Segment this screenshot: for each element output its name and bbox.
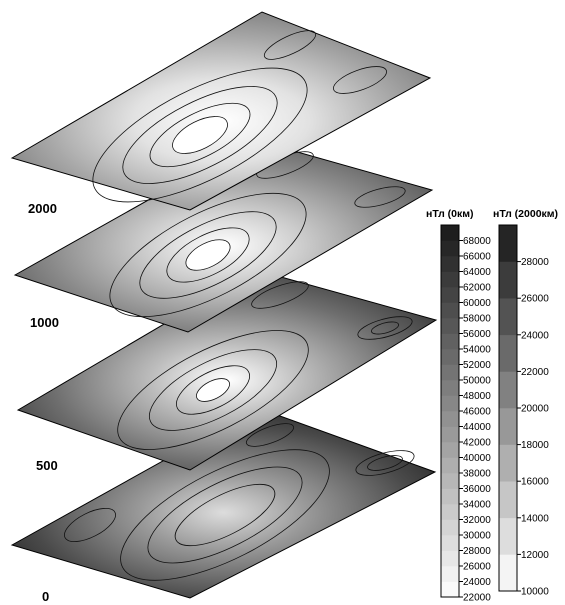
- legend-right-swatch: [499, 554, 517, 592]
- legend-right-swatch: [499, 261, 517, 299]
- legend-left-tick-label: 58000: [463, 314, 491, 325]
- legend-right-swatch: [499, 371, 517, 409]
- legend-left-swatch: [441, 240, 459, 257]
- legend-right-swatch: [499, 408, 517, 445]
- legend-left-tick-label: 38000: [463, 469, 491, 480]
- legend-left-title: нТл (0км): [426, 208, 474, 220]
- legend-right-tick-label: 20000: [521, 404, 549, 415]
- legend-right-tick-label: 12000: [521, 550, 549, 561]
- legend-left-tick-label: 54000: [463, 345, 491, 356]
- legend-left-tick-label: 46000: [463, 407, 491, 418]
- legend-right-tick-label: 16000: [521, 477, 549, 488]
- legend-left-tick-label: 68000: [463, 236, 491, 247]
- legend-left-swatch: [441, 349, 459, 365]
- legend-right-tick-label: 24000: [521, 330, 549, 341]
- legend-left-swatch: [441, 566, 459, 582]
- legend-right-colorbar: 28000 26000 24000 22000 20000 18000 16000 14000…: [498, 224, 549, 598]
- legend-right-tick-label: 28000: [521, 257, 549, 268]
- legend-left-swatch: [441, 442, 459, 458]
- legend-right-swatch: [499, 481, 517, 519]
- legend-left-swatch: [441, 550, 459, 567]
- legend-left-swatch: [441, 411, 459, 427]
- legend-left-tick-label: 26000: [463, 562, 491, 573]
- legend-left-swatch: [441, 364, 459, 381]
- legend-left-tick-label: 52000: [463, 360, 491, 371]
- legend-left-swatch: [441, 225, 459, 241]
- legend-left-tick-label: 30000: [463, 531, 491, 542]
- legend-left-tick-label: 44000: [463, 422, 491, 433]
- legend-left-tick-label: 40000: [463, 453, 491, 464]
- legend-left-swatch: [441, 333, 459, 350]
- legend-left-swatch: [441, 271, 459, 288]
- legend-left-swatch: [441, 519, 459, 536]
- legend-right-tick-label: 10000: [521, 587, 549, 598]
- level-label-0: 0: [42, 589, 49, 604]
- legend-right-swatch: [499, 334, 517, 372]
- legend-left-tick-label: 56000: [463, 329, 491, 340]
- legend-right-title: нТл (2000км): [493, 208, 558, 220]
- legend-left-swatch: [441, 302, 459, 319]
- legend-left-tick-label: 32000: [463, 515, 491, 526]
- legend-left-swatch: [441, 426, 459, 443]
- legend-left-tick-label: 28000: [463, 546, 491, 557]
- legend-left-tick-label: 42000: [463, 438, 491, 449]
- legend-left-tick-label: 36000: [463, 484, 491, 495]
- legend-left-swatch: [441, 287, 459, 303]
- legend-left-swatch: [441, 256, 459, 272]
- legend-left-tick-label: 66000: [463, 252, 491, 263]
- legend-left-tick-label: 62000: [463, 283, 491, 294]
- map-plane-2000km: [10, 11, 432, 211]
- legend-left-swatch: [441, 380, 459, 396]
- legend-right-swatch: [499, 298, 517, 336]
- legend-left-tick-label: 60000: [463, 298, 491, 309]
- legend-left-tick-label: 34000: [463, 500, 491, 511]
- legend-left-tick-label: 22000: [463, 593, 491, 604]
- legend-right-swatch: [499, 444, 517, 482]
- legend-left-swatch: [441, 488, 459, 505]
- legend-left-colorbar: 68000 66000 64000 62000 60000 58000 56000 54000…: [440, 224, 491, 604]
- legend-left-swatch: [441, 504, 459, 520]
- legend-left-swatch: [441, 473, 459, 489]
- legend-right-tick-label: 22000: [521, 367, 549, 378]
- legend-right-swatch: [499, 517, 517, 555]
- legend-left-tick-label: 50000: [463, 376, 491, 387]
- level-label-2000: 2000: [28, 201, 57, 216]
- legend-right-tick-label: 14000: [521, 513, 549, 524]
- legend-left-swatch: [441, 535, 459, 551]
- legend-left-swatch: [441, 581, 459, 598]
- legend-left-tick-label: 48000: [463, 391, 491, 402]
- level-label-500: 500: [36, 458, 58, 473]
- legend-left-tick-label: 64000: [463, 267, 491, 278]
- legend-left-tick-label: 24000: [463, 577, 491, 588]
- legend-right-tick-label: 18000: [521, 440, 549, 451]
- legend-left-swatch: [441, 395, 459, 412]
- legend-right-swatch: [499, 225, 517, 262]
- legend-left-swatch: [441, 457, 459, 474]
- legend-right-tick-label: 26000: [521, 294, 549, 305]
- legend-left-swatch: [441, 318, 459, 334]
- level-label-1000: 1000: [30, 315, 59, 330]
